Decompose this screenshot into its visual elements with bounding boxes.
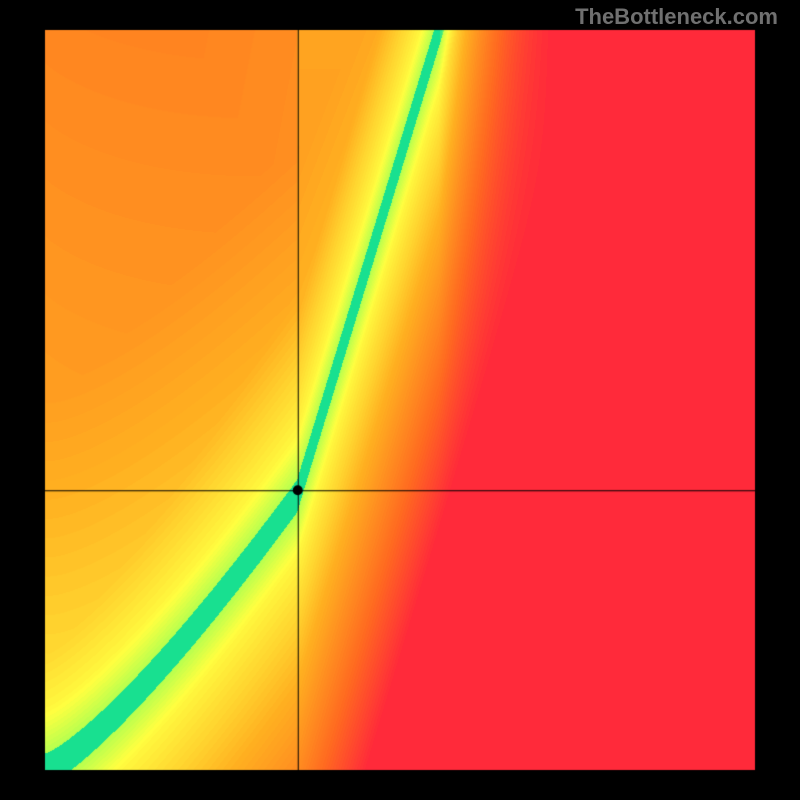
watermark-text: TheBottleneck.com	[575, 4, 778, 30]
bottleneck-heatmap	[0, 0, 800, 800]
chart-container: TheBottleneck.com	[0, 0, 800, 800]
